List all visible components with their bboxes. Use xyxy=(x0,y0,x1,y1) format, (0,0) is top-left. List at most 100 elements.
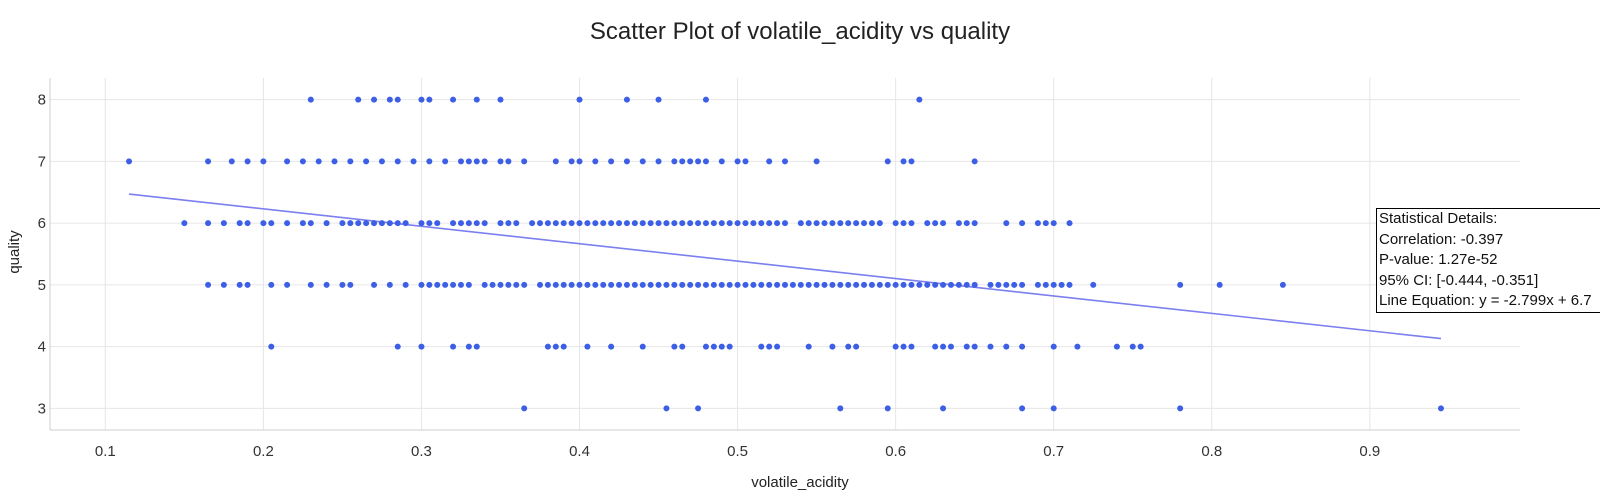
data-point xyxy=(639,343,646,350)
data-point xyxy=(750,281,757,288)
data-point xyxy=(1003,220,1010,227)
data-point xyxy=(339,281,346,288)
data-point xyxy=(347,220,354,227)
data-point xyxy=(687,281,694,288)
x-tick-label: 0.3 xyxy=(411,443,432,460)
data-point xyxy=(371,96,378,103)
data-point xyxy=(236,281,243,288)
data-point xyxy=(750,220,757,227)
data-point xyxy=(1003,343,1010,350)
data-point xyxy=(623,220,630,227)
data-point xyxy=(702,96,709,103)
data-point xyxy=(797,220,804,227)
data-point xyxy=(181,220,188,227)
data-point xyxy=(284,220,291,227)
data-point xyxy=(829,281,836,288)
data-point xyxy=(568,158,575,165)
data-point xyxy=(955,281,962,288)
data-point xyxy=(402,220,409,227)
data-point xyxy=(805,220,812,227)
data-point xyxy=(932,281,939,288)
data-point xyxy=(1019,405,1026,412)
data-point xyxy=(1074,343,1081,350)
data-point xyxy=(560,281,567,288)
data-point xyxy=(402,281,409,288)
data-point xyxy=(995,281,1002,288)
data-point xyxy=(782,281,788,288)
data-point xyxy=(473,96,480,103)
data-point xyxy=(608,220,615,227)
x-tick-label: 0.7 xyxy=(1043,443,1064,460)
data-point xyxy=(394,220,401,227)
data-point xyxy=(450,343,457,350)
data-point xyxy=(544,343,551,350)
data-point xyxy=(671,281,678,288)
data-point xyxy=(758,343,765,350)
data-point xyxy=(505,158,512,165)
data-point xyxy=(655,281,662,288)
data-point xyxy=(481,220,488,227)
data-point xyxy=(924,281,931,288)
data-point xyxy=(671,220,678,227)
data-point xyxy=(1437,405,1444,412)
data-point xyxy=(742,158,749,165)
data-point xyxy=(710,281,717,288)
data-point xyxy=(845,343,852,350)
data-point xyxy=(529,220,536,227)
data-point xyxy=(805,343,812,350)
data-point xyxy=(418,281,425,288)
data-point xyxy=(260,158,267,165)
data-point xyxy=(908,220,915,227)
data-point xyxy=(932,220,939,227)
data-point xyxy=(710,343,717,350)
data-point xyxy=(987,281,994,288)
chart-title: Scatter Plot of volatile_acidity vs qual… xyxy=(590,18,1010,45)
data-point xyxy=(284,158,291,165)
data-point xyxy=(1011,281,1018,288)
data-point xyxy=(378,220,385,227)
data-point xyxy=(671,158,678,165)
data-point xyxy=(521,281,528,288)
data-point xyxy=(679,281,686,288)
data-point xyxy=(205,220,212,227)
data-point xyxy=(821,281,828,288)
data-point xyxy=(963,220,970,227)
data-point xyxy=(884,405,891,412)
data-point xyxy=(695,158,702,165)
data-point xyxy=(268,220,275,227)
data-point xyxy=(394,343,401,350)
data-point xyxy=(1050,343,1057,350)
data-point xyxy=(1050,405,1057,412)
data-point xyxy=(450,220,457,227)
data-point xyxy=(355,96,362,103)
data-point xyxy=(505,281,512,288)
data-point xyxy=(774,220,781,227)
y-tick-label: 4 xyxy=(38,339,46,356)
data-point xyxy=(797,281,804,288)
data-point xyxy=(497,158,504,165)
x-axis-label: volatile_acidity xyxy=(751,474,849,491)
data-point xyxy=(940,281,947,288)
data-point xyxy=(1042,281,1049,288)
data-point xyxy=(837,405,844,412)
data-point xyxy=(710,220,717,227)
data-point xyxy=(758,281,765,288)
data-point xyxy=(481,281,488,288)
data-point xyxy=(244,158,251,165)
data-point xyxy=(623,158,630,165)
y-axis-label: quality xyxy=(6,230,23,274)
data-point xyxy=(473,220,480,227)
data-point xyxy=(315,158,322,165)
data-point xyxy=(829,220,836,227)
data-point xyxy=(813,220,820,227)
data-point xyxy=(821,220,828,227)
data-point xyxy=(861,281,868,288)
data-point xyxy=(623,96,630,103)
data-point xyxy=(900,158,907,165)
data-point xyxy=(497,281,504,288)
data-point xyxy=(1137,343,1144,350)
data-point xyxy=(1216,281,1223,288)
data-point xyxy=(655,96,662,103)
data-point xyxy=(1050,220,1057,227)
data-point xyxy=(900,343,907,350)
